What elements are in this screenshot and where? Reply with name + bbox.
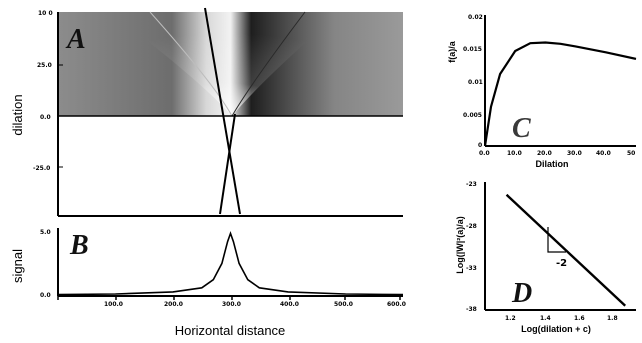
panel-c-xtick: 0.0: [479, 150, 490, 157]
panel-a-ytick: 10 0: [38, 10, 53, 17]
panel-c-ytick: 0: [478, 142, 482, 149]
panel-b-xtick: 400.0: [280, 301, 299, 308]
panel-d: -2 -23 -28 -33 -38 1.2 1.4 1.6 1.8 Log(d…: [455, 181, 636, 334]
panel-a-cone-highlight: [110, 12, 340, 116]
panel-c-xtick: 30.0: [567, 150, 582, 157]
panel-c-line: [483, 41, 637, 147]
panel-d-letter: D: [511, 278, 532, 309]
panel-b-xtick: 200.0: [164, 301, 183, 308]
panel-b-xtick: 100.0: [104, 301, 123, 308]
panel-d-ytick: -23: [466, 181, 477, 188]
panel-c-ytick: 0.005: [463, 112, 482, 119]
panel-c: 0.02 0.015 0.01 0.005 0 0.0 10.0 20.0 30…: [447, 14, 637, 169]
panel-b-ytick: 5.0: [40, 229, 51, 236]
panel-d-xlabel: Log(dilation + c): [521, 324, 591, 334]
panel-c-xtick: 40.0: [596, 150, 611, 157]
panel-a-ytick: -25.0: [33, 165, 50, 172]
panel-d-slope-triangle: [547, 227, 566, 253]
panel-d-xtick: 1.4: [540, 315, 551, 322]
panel-a-ytick: 0.0: [40, 114, 51, 121]
panel-d-xtick: 1.2: [505, 315, 516, 322]
panel-d-ytick: -28: [466, 223, 477, 230]
panel-c-ytick: 0.01: [468, 79, 483, 86]
panel-d-fit-line: [505, 193, 627, 307]
panel-a-yticks: 10 0 25.0 0.0 -25.0: [33, 10, 63, 172]
panel-a-letter: A: [65, 24, 86, 55]
panel-d-ytick: -38: [466, 306, 477, 313]
panel-a-maxima-line-2: [219, 113, 236, 215]
panel-a-cone-left: [149, 11, 233, 117]
panel-c-ytick: 0.015: [463, 46, 482, 53]
panel-a-ylabel: dilation: [10, 94, 25, 135]
panel-b-ylabel: signal: [10, 249, 25, 283]
panel-c-xtick: 50: [627, 150, 635, 157]
panel-a-cone-right: [231, 11, 306, 117]
panel-d-xtick: 1.8: [607, 315, 618, 322]
panel-b-xtick: 500.0: [334, 301, 353, 308]
panel-c-xtick: 20.0: [537, 150, 552, 157]
panel-b-ytick: 0.0: [40, 292, 51, 299]
panel-c-ylabel: f(a)/a: [447, 40, 457, 62]
panel-b-xtick: 300.0: [222, 301, 241, 308]
panel-b-xticks: 100.0 200.0 300.0 400.0 500.0 600.0: [57, 296, 406, 308]
panel-d-ylabel: Log(|W|²(a)/a): [455, 216, 465, 274]
panel-c-xlabel: Dilation: [536, 159, 569, 169]
panel-d-ytick: -33: [466, 265, 477, 272]
panel-d-slope-label: -2: [556, 258, 567, 269]
panel-a-ytick: 25.0: [37, 62, 52, 69]
panel-c-xtick: 10.0: [507, 150, 522, 157]
panel-b-letter: B: [69, 230, 89, 261]
panel-d-xtick: 1.6: [574, 315, 585, 322]
panel-a-maxima-line-1: [204, 7, 241, 215]
panel-c-ytick: 0.02: [468, 14, 483, 21]
panel-c-letter: C: [512, 113, 531, 144]
panel-b: 100.0 200.0 300.0 400.0 500.0 600.0 5.0 …: [10, 228, 406, 338]
panel-a: 10 0 25.0 0.0 -25.0 A dilation: [10, 7, 403, 217]
panel-b-xtick: 600.0: [387, 301, 406, 308]
panel-b-signal-line: [57, 231, 404, 296]
panel-b-xlabel: Horizontal distance: [175, 323, 286, 338]
